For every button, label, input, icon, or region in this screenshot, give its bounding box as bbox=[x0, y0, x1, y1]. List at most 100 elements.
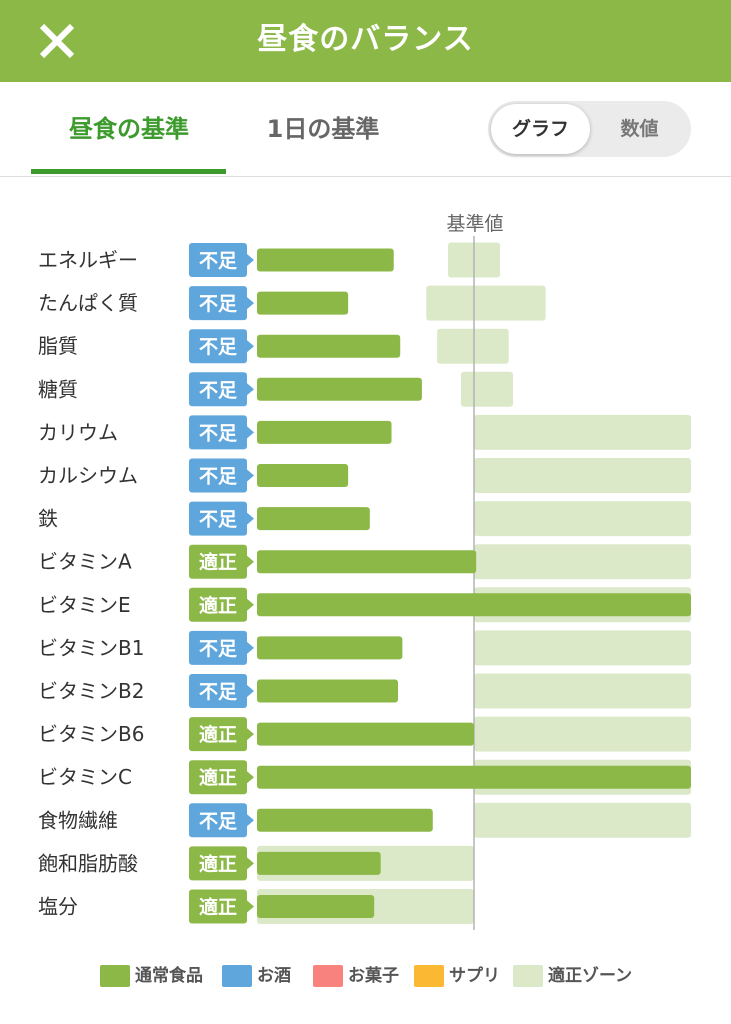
nutrient-label: たんぱく質 bbox=[38, 291, 138, 315]
page-title: 昼食のバランス bbox=[257, 22, 474, 57]
status-badge bbox=[189, 243, 247, 277]
tab-daily-standard[interactable]: 1日の基準 bbox=[266, 115, 380, 143]
status-badge-pointer bbox=[247, 297, 254, 310]
status-badge bbox=[189, 372, 247, 407]
status-badge-label: 不足 bbox=[199, 379, 238, 401]
status-badge-label: 不足 bbox=[199, 681, 238, 703]
status-badge bbox=[189, 329, 247, 364]
nutrient-label: ビタミンB6 bbox=[38, 722, 144, 746]
data-bar bbox=[257, 895, 375, 918]
data-bar bbox=[257, 550, 477, 574]
data-bar bbox=[257, 722, 474, 746]
status-badge-pointer bbox=[247, 254, 254, 266]
data-bar bbox=[257, 291, 349, 315]
nutrient-label: 飽和脂肪酸 bbox=[38, 851, 138, 875]
nutrient-label: ビタミンE bbox=[38, 593, 131, 617]
status-badge bbox=[189, 889, 247, 924]
nutrient-label: ビタミンB1 bbox=[38, 636, 144, 660]
data-bar bbox=[257, 808, 433, 832]
status-badge-label: 不足 bbox=[199, 422, 238, 444]
active-tab-indicator bbox=[31, 169, 226, 174]
zone-bar bbox=[474, 501, 691, 537]
legend-label: サプリ bbox=[449, 966, 500, 986]
status-badge-pointer bbox=[247, 771, 254, 784]
zone-bar bbox=[474, 630, 691, 666]
status-badge-pointer bbox=[247, 469, 254, 482]
status-badge-label: 適正 bbox=[199, 723, 237, 746]
status-badge-pointer bbox=[247, 641, 254, 654]
data-bar bbox=[257, 464, 349, 487]
nutrient-label: 鉄 bbox=[38, 507, 58, 531]
status-badge-label: 不足 bbox=[199, 638, 238, 660]
status-badge bbox=[189, 544, 247, 579]
status-badge bbox=[189, 501, 247, 536]
status-badge bbox=[189, 674, 247, 708]
status-badge-pointer bbox=[247, 728, 254, 741]
status-badge-label: 適正 bbox=[199, 852, 237, 875]
nutrient-label: ビタミンA bbox=[38, 550, 132, 574]
status-badge-pointer bbox=[247, 555, 254, 568]
header-bar: 昼食のバランス bbox=[0, 0, 731, 82]
status-badge-label: 不足 bbox=[199, 509, 238, 531]
reference-label: 基準値 bbox=[446, 213, 504, 235]
status-badge-pointer bbox=[247, 598, 254, 611]
zone-bar bbox=[437, 328, 509, 364]
tab-lunch-standard[interactable]: 昼食の基準 bbox=[69, 115, 189, 143]
status-badge-pointer bbox=[247, 512, 254, 525]
legend-label: 適正ゾーン bbox=[548, 966, 633, 986]
zone-bar bbox=[474, 673, 691, 709]
data-bar bbox=[257, 765, 691, 789]
legend-swatch bbox=[313, 965, 343, 987]
data-bar bbox=[257, 679, 399, 703]
nutrient-label: エネルギー bbox=[38, 248, 138, 272]
status-badge-pointer bbox=[247, 383, 254, 396]
zone-bar bbox=[474, 458, 691, 493]
nutrient-label: 食物繊維 bbox=[38, 808, 118, 832]
legend-label: お酒 bbox=[257, 966, 291, 986]
zone-bar bbox=[460, 371, 514, 407]
status-badge-label: 適正 bbox=[199, 551, 237, 574]
nutrient-label: 脂質 bbox=[38, 334, 78, 358]
legend-swatch bbox=[414, 965, 444, 987]
status-badge-label: 不足 bbox=[199, 466, 238, 488]
status-badge bbox=[189, 458, 247, 493]
data-bar bbox=[257, 420, 392, 444]
toggle-number-button[interactable]: 数値 bbox=[620, 118, 659, 140]
status-badge bbox=[189, 587, 247, 622]
legend-label: 通常食品 bbox=[135, 966, 203, 986]
legend-swatch bbox=[222, 965, 252, 987]
status-badge-label: 不足 bbox=[199, 336, 238, 358]
status-badge-pointer bbox=[247, 340, 254, 353]
close-button[interactable] bbox=[32, 20, 82, 62]
status-badge-label: 適正 bbox=[199, 766, 237, 789]
view-toggle: グラフ 数値 bbox=[488, 101, 691, 157]
nutrient-label: カリウム bbox=[38, 420, 118, 444]
zone-bar bbox=[474, 716, 691, 752]
status-badge bbox=[189, 803, 247, 838]
legend-swatch bbox=[100, 965, 130, 987]
nutrient-label: カルシウム bbox=[38, 464, 138, 488]
data-bar bbox=[257, 851, 381, 875]
toggle-graph-button[interactable]: グラフ bbox=[491, 104, 590, 154]
status-badge bbox=[189, 846, 247, 881]
status-badge-label: 適正 bbox=[199, 896, 237, 919]
data-bar bbox=[257, 248, 394, 272]
status-badge-label: 不足 bbox=[199, 810, 238, 832]
nutrient-label: ビタミンC bbox=[38, 765, 132, 789]
legend-label: お菓子 bbox=[348, 966, 399, 986]
legend-swatch bbox=[513, 965, 543, 987]
zone-bar bbox=[474, 414, 691, 450]
status-badge bbox=[189, 630, 247, 665]
tab-bar: 昼食の基準 1日の基準 bbox=[0, 82, 731, 177]
status-badge-label: 適正 bbox=[199, 594, 237, 617]
data-bar bbox=[257, 507, 370, 531]
status-badge bbox=[189, 717, 247, 752]
data-bar bbox=[257, 593, 691, 617]
status-badge bbox=[189, 760, 247, 795]
nutrient-label: 塩分 bbox=[38, 895, 78, 919]
status-badge-pointer bbox=[247, 814, 254, 827]
data-bar bbox=[257, 636, 403, 660]
status-badge-pointer bbox=[247, 685, 254, 697]
status-badge-pointer bbox=[247, 900, 254, 913]
